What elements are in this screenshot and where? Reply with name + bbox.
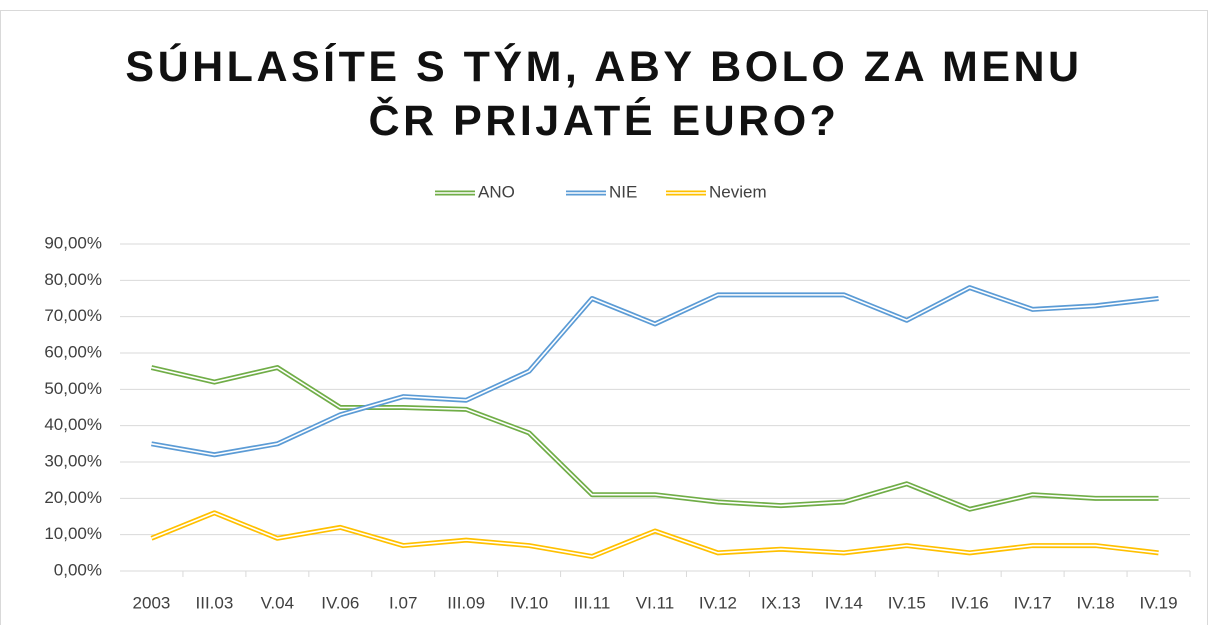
x-tick-label: III.09: [447, 593, 485, 612]
legend-label: NIE: [609, 182, 637, 201]
chart-title: SÚHLASÍTE S TÝM, ABY BOLO ZA MENU ČR PRI…: [125, 43, 1083, 145]
legend-label: Neviem: [709, 182, 767, 201]
x-tick-label: VI.11: [636, 593, 674, 612]
series-line-inner: [151, 366, 1159, 511]
y-tick-label: 0,00%: [54, 560, 102, 579]
series-line: [150, 365, 1159, 512]
series-line-inner: [151, 286, 1159, 456]
x-tick-label: IV.18: [1077, 593, 1115, 612]
y-tick-label: 70,00%: [44, 306, 102, 325]
chart-border: [0, 10, 1208, 625]
x-tick-label: IV.16: [951, 593, 989, 612]
y-tick-label: 10,00%: [44, 524, 102, 543]
y-tick-label: 30,00%: [44, 451, 102, 470]
x-tick-label: IV.15: [888, 593, 926, 612]
x-tick-label: IV.10: [510, 593, 548, 612]
series-line-inner: [151, 512, 1159, 558]
y-tick-label: 60,00%: [44, 342, 102, 361]
x-tick-label: IV.12: [699, 593, 737, 612]
x-tick-label: III.11: [574, 593, 611, 612]
x-tick-label: IX.13: [761, 593, 801, 612]
series-line: [151, 285, 1159, 458]
y-tick-label: 40,00%: [44, 415, 102, 434]
y-tick-label: 80,00%: [44, 270, 102, 289]
x-tick-label: 2003: [133, 593, 171, 612]
y-tick-label: 90,00%: [44, 233, 102, 252]
y-tick-label: 50,00%: [44, 379, 102, 398]
x-tick-label: IV.06: [321, 593, 359, 612]
x-tick-label: IV.17: [1014, 593, 1052, 612]
x-tick-label: IV.14: [825, 593, 863, 612]
x-tick-label: V.04: [261, 593, 294, 612]
x-tick-label: I.07: [389, 593, 417, 612]
y-tick-label: 20,00%: [44, 488, 102, 507]
x-tick-label: III.03: [196, 593, 234, 612]
x-tick-label: IV.19: [1139, 593, 1177, 612]
legend-label: ANO: [478, 182, 515, 201]
